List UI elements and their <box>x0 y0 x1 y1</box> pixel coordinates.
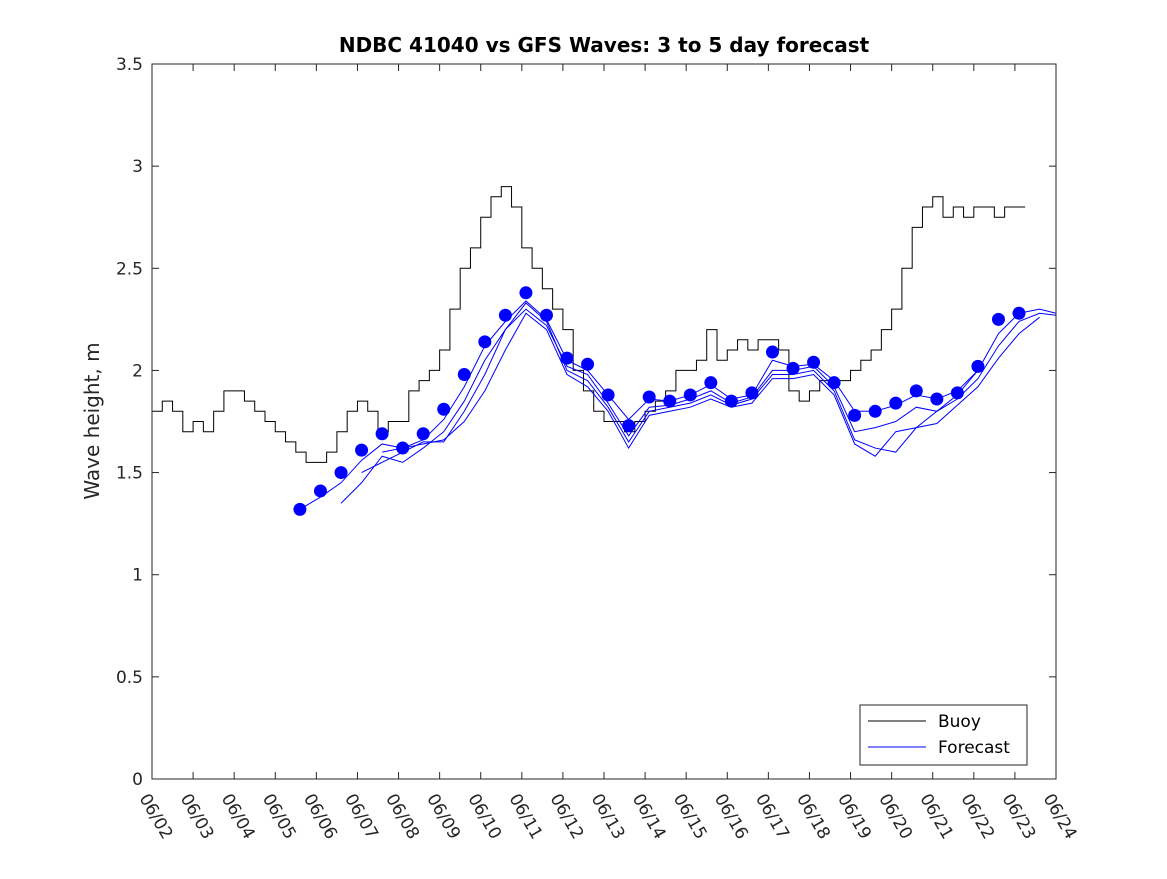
forecast-point <box>786 361 800 375</box>
forecast-point <box>745 386 759 400</box>
forecast-point <box>396 441 410 455</box>
y-tick-label: 1 <box>132 566 143 586</box>
forecast-point <box>539 308 553 322</box>
forecast-point <box>868 404 882 418</box>
forecast-run-line <box>361 302 1040 474</box>
forecast-point <box>437 402 451 416</box>
y-tick-label: 3.5 <box>116 55 143 75</box>
forecast-point <box>601 388 615 402</box>
y-tick-label: 2.5 <box>116 259 143 279</box>
forecast-point <box>355 443 369 457</box>
forecast-point <box>663 394 677 408</box>
forecast-point <box>622 419 636 433</box>
legend-box <box>859 704 1028 766</box>
plot-marks <box>152 186 1057 516</box>
forecast-point <box>581 357 595 371</box>
forecast-point <box>498 308 512 322</box>
forecast-point <box>683 388 697 402</box>
forecast-point <box>642 390 656 404</box>
forecast-point <box>313 484 327 498</box>
y-tick-label: 3 <box>132 157 143 177</box>
forecast-point <box>807 355 821 369</box>
forecast-point <box>416 427 430 441</box>
forecast-point <box>519 286 533 300</box>
forecast-point <box>765 345 779 359</box>
forecast-point <box>971 359 985 373</box>
forecast-point <box>478 335 492 349</box>
forecast-point <box>560 351 574 365</box>
legend-buoy-label: Buoy <box>938 712 981 732</box>
forecast-point <box>950 386 964 400</box>
forecast-point <box>827 376 841 390</box>
legend: Buoy Forecast <box>859 704 1028 766</box>
forecast-point <box>991 312 1005 326</box>
forecast-point <box>889 396 903 410</box>
y-axis: 0 0.5 1 1.5 2 2.5 3 3.5 <box>116 55 1056 790</box>
y-tick-label: 1.5 <box>116 464 143 484</box>
y-axis-label: Wave height, m <box>80 342 104 499</box>
chart-title: NDBC 41040 vs GFS Waves: 3 to 5 day fore… <box>339 33 870 57</box>
forecast-point <box>1012 306 1026 320</box>
forecast-point <box>909 384 923 398</box>
legend-forecast-label: Forecast <box>938 738 1010 758</box>
forecast-point <box>293 502 307 516</box>
y-tick-label: 2 <box>132 361 143 381</box>
forecast-point <box>375 427 389 441</box>
y-tick-label: 0.5 <box>116 668 143 688</box>
forecast-point <box>724 394 738 408</box>
forecast-point <box>704 376 718 390</box>
forecast-point <box>848 408 862 422</box>
forecast-run-line <box>340 308 1057 504</box>
y-tick-label: 0 <box>132 770 143 790</box>
forecast-run-line <box>382 312 979 457</box>
forecast-point <box>457 368 471 382</box>
forecast-point <box>930 392 944 406</box>
forecast-point <box>334 466 348 480</box>
